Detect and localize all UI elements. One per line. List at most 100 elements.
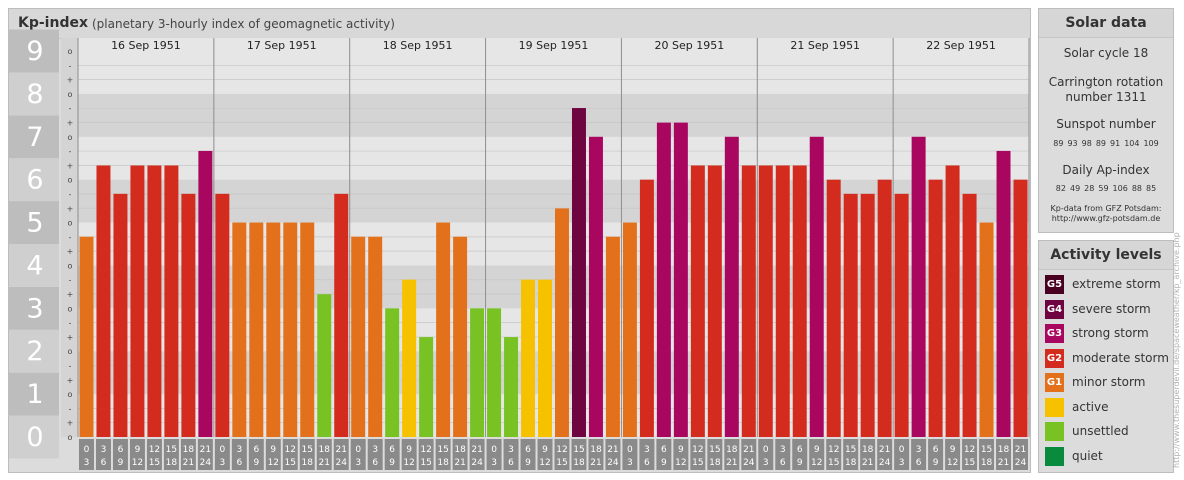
y-minor-label: - xyxy=(69,104,72,113)
y-axis-label-0: 0 xyxy=(26,422,43,453)
y-minor-label: o xyxy=(68,133,73,142)
kp-bar-18-Sep-1951-slot-7 xyxy=(453,236,468,437)
hour-slot-end: 6 xyxy=(644,458,650,468)
kp-bar-18-Sep-1951-slot-4 xyxy=(402,279,417,437)
hour-slot-cell xyxy=(79,439,94,470)
y-label-block-1 xyxy=(9,372,59,416)
hour-slot-start: 3 xyxy=(101,445,107,455)
hour-slot-end: 12 xyxy=(403,458,414,468)
hour-slot-start: 9 xyxy=(406,445,412,455)
hour-slot-cell xyxy=(350,439,366,470)
day-label-1: 16 Sep 1951 xyxy=(111,39,181,52)
kp-bar-17-Sep-1951-slot-5 xyxy=(283,222,298,437)
hour-slot-cell xyxy=(690,439,706,470)
kp-bar-16-Sep-1951-slot-6 xyxy=(164,165,179,437)
hour-slot-end: 3 xyxy=(627,458,633,468)
hour-slot-start: 3 xyxy=(780,445,786,455)
ap-value-7: 85 xyxy=(1146,184,1157,193)
kp-bar-22-Sep-1951-slot-8 xyxy=(1013,179,1028,437)
hour-slot-end: 9 xyxy=(933,458,939,468)
hour-slot-start: 18 xyxy=(862,445,874,455)
hour-slot-cell xyxy=(163,439,179,470)
ap-value-4: 59 xyxy=(1098,184,1109,193)
hour-slot-cell xyxy=(1013,439,1028,470)
y-axis-label-1: 1 xyxy=(26,379,43,410)
y-label-block-9 xyxy=(9,29,59,73)
sunspot-number-heading: Sunspot number xyxy=(1056,117,1156,131)
hour-slot-cell xyxy=(384,439,400,470)
hour-slot-end: 6 xyxy=(780,458,786,468)
hour-slot-start: 18 xyxy=(998,445,1010,455)
hour-slot-cell xyxy=(860,439,876,470)
hour-slot-start: 18 xyxy=(454,445,466,455)
data-credit-url[interactable]: http://www.gfz-potsdam.de xyxy=(1051,214,1161,223)
hour-slot-end: 9 xyxy=(661,458,667,468)
hour-slot-start: 0 xyxy=(763,445,769,455)
hour-slot-end: 18 xyxy=(166,458,178,468)
solar-cycle: Solar cycle 18 xyxy=(1063,46,1149,60)
hour-slot-cell xyxy=(231,439,247,470)
hour-slot-cell xyxy=(316,439,332,470)
y-axis-label-7: 7 xyxy=(26,122,43,153)
y-minor-label: + xyxy=(67,247,74,256)
kp-bar-17-Sep-1951-slot-2 xyxy=(232,222,247,437)
hour-slot-cell xyxy=(571,439,587,470)
y-label-block-8 xyxy=(9,72,59,116)
hour-slot-cell xyxy=(792,439,808,470)
y-minor-label: + xyxy=(67,76,74,85)
hour-slot-end: 18 xyxy=(573,458,585,468)
day-label-5: 20 Sep 1951 xyxy=(654,39,724,52)
hour-slot-cell xyxy=(401,439,417,470)
hour-slot-cell xyxy=(367,439,383,470)
kp-bar-17-Sep-1951-slot-3 xyxy=(249,222,264,437)
kp-bar-18-Sep-1951-slot-1 xyxy=(351,236,366,437)
side-credit-url[interactable]: http://www.thesuperdevil.de/spaceweather… xyxy=(1172,232,1181,468)
hour-slot-end: 3 xyxy=(355,458,361,468)
hour-slot-end: 12 xyxy=(268,458,279,468)
kp-bar-21-Sep-1951-slot-3 xyxy=(792,165,807,437)
y-minor-label: - xyxy=(69,362,72,371)
y-label-block-2 xyxy=(9,329,59,373)
activity-level-swatch xyxy=(1045,422,1064,441)
hour-slot-start: 12 xyxy=(285,445,296,455)
hour-slot-end: 12 xyxy=(811,458,822,468)
hour-slot-end: 3 xyxy=(899,458,905,468)
activity-level-label: minor storm xyxy=(1072,375,1146,389)
sunspot-value-5: 91 xyxy=(1110,139,1121,148)
activity-level-label: severe storm xyxy=(1072,301,1151,316)
y-minor-label: + xyxy=(67,204,74,213)
hour-slot-end: 21 xyxy=(454,458,465,468)
y-axis-label-9: 9 xyxy=(26,36,43,67)
hour-slot-start: 18 xyxy=(726,445,738,455)
hour-slot-cell xyxy=(180,439,196,470)
hour-slot-start: 18 xyxy=(319,445,331,455)
hour-slot-start: 6 xyxy=(797,445,803,455)
kp-bar-22-Sep-1951-slot-4 xyxy=(945,165,960,437)
hour-slot-start: 21 xyxy=(879,445,890,455)
kp-bar-20-Sep-1951-slot-4 xyxy=(673,122,688,437)
chart-title: Kp-index xyxy=(18,15,88,31)
y-minor-label: o xyxy=(68,90,73,99)
kp-bar-18-Sep-1951-slot-3 xyxy=(385,308,400,437)
kp-bar-19-Sep-1951-slot-5 xyxy=(555,208,569,437)
day-label-6: 21 Sep 1951 xyxy=(790,39,860,52)
hour-slot-cell xyxy=(299,439,315,470)
kp-bar-16-Sep-1951-slot-5 xyxy=(147,165,162,437)
hour-slot-end: 21 xyxy=(590,458,601,468)
hour-slot-start: 15 xyxy=(302,445,313,455)
hour-slot-start: 6 xyxy=(661,445,667,455)
hour-slot-start: 3 xyxy=(236,445,242,455)
hour-slot-start: 6 xyxy=(933,445,939,455)
hour-slot-cell xyxy=(809,439,825,470)
solar-data-panel: Solar data Solar cycle 18 Carrington rot… xyxy=(1038,8,1174,233)
activity-level-7: unsettled xyxy=(1045,422,1171,442)
activity-level-swatch: G2 xyxy=(1045,348,1064,368)
kp-bar-16-Sep-1951-slot-2 xyxy=(96,165,111,437)
activity-level-label: quiet xyxy=(1072,448,1103,463)
hour-slot-cell xyxy=(146,439,162,470)
hour-slot-start: 15 xyxy=(573,445,584,455)
hour-slot-cell xyxy=(945,439,961,470)
hour-slot-start: 15 xyxy=(437,445,448,455)
kp-bar-19-Sep-1951-slot-1 xyxy=(487,308,502,437)
